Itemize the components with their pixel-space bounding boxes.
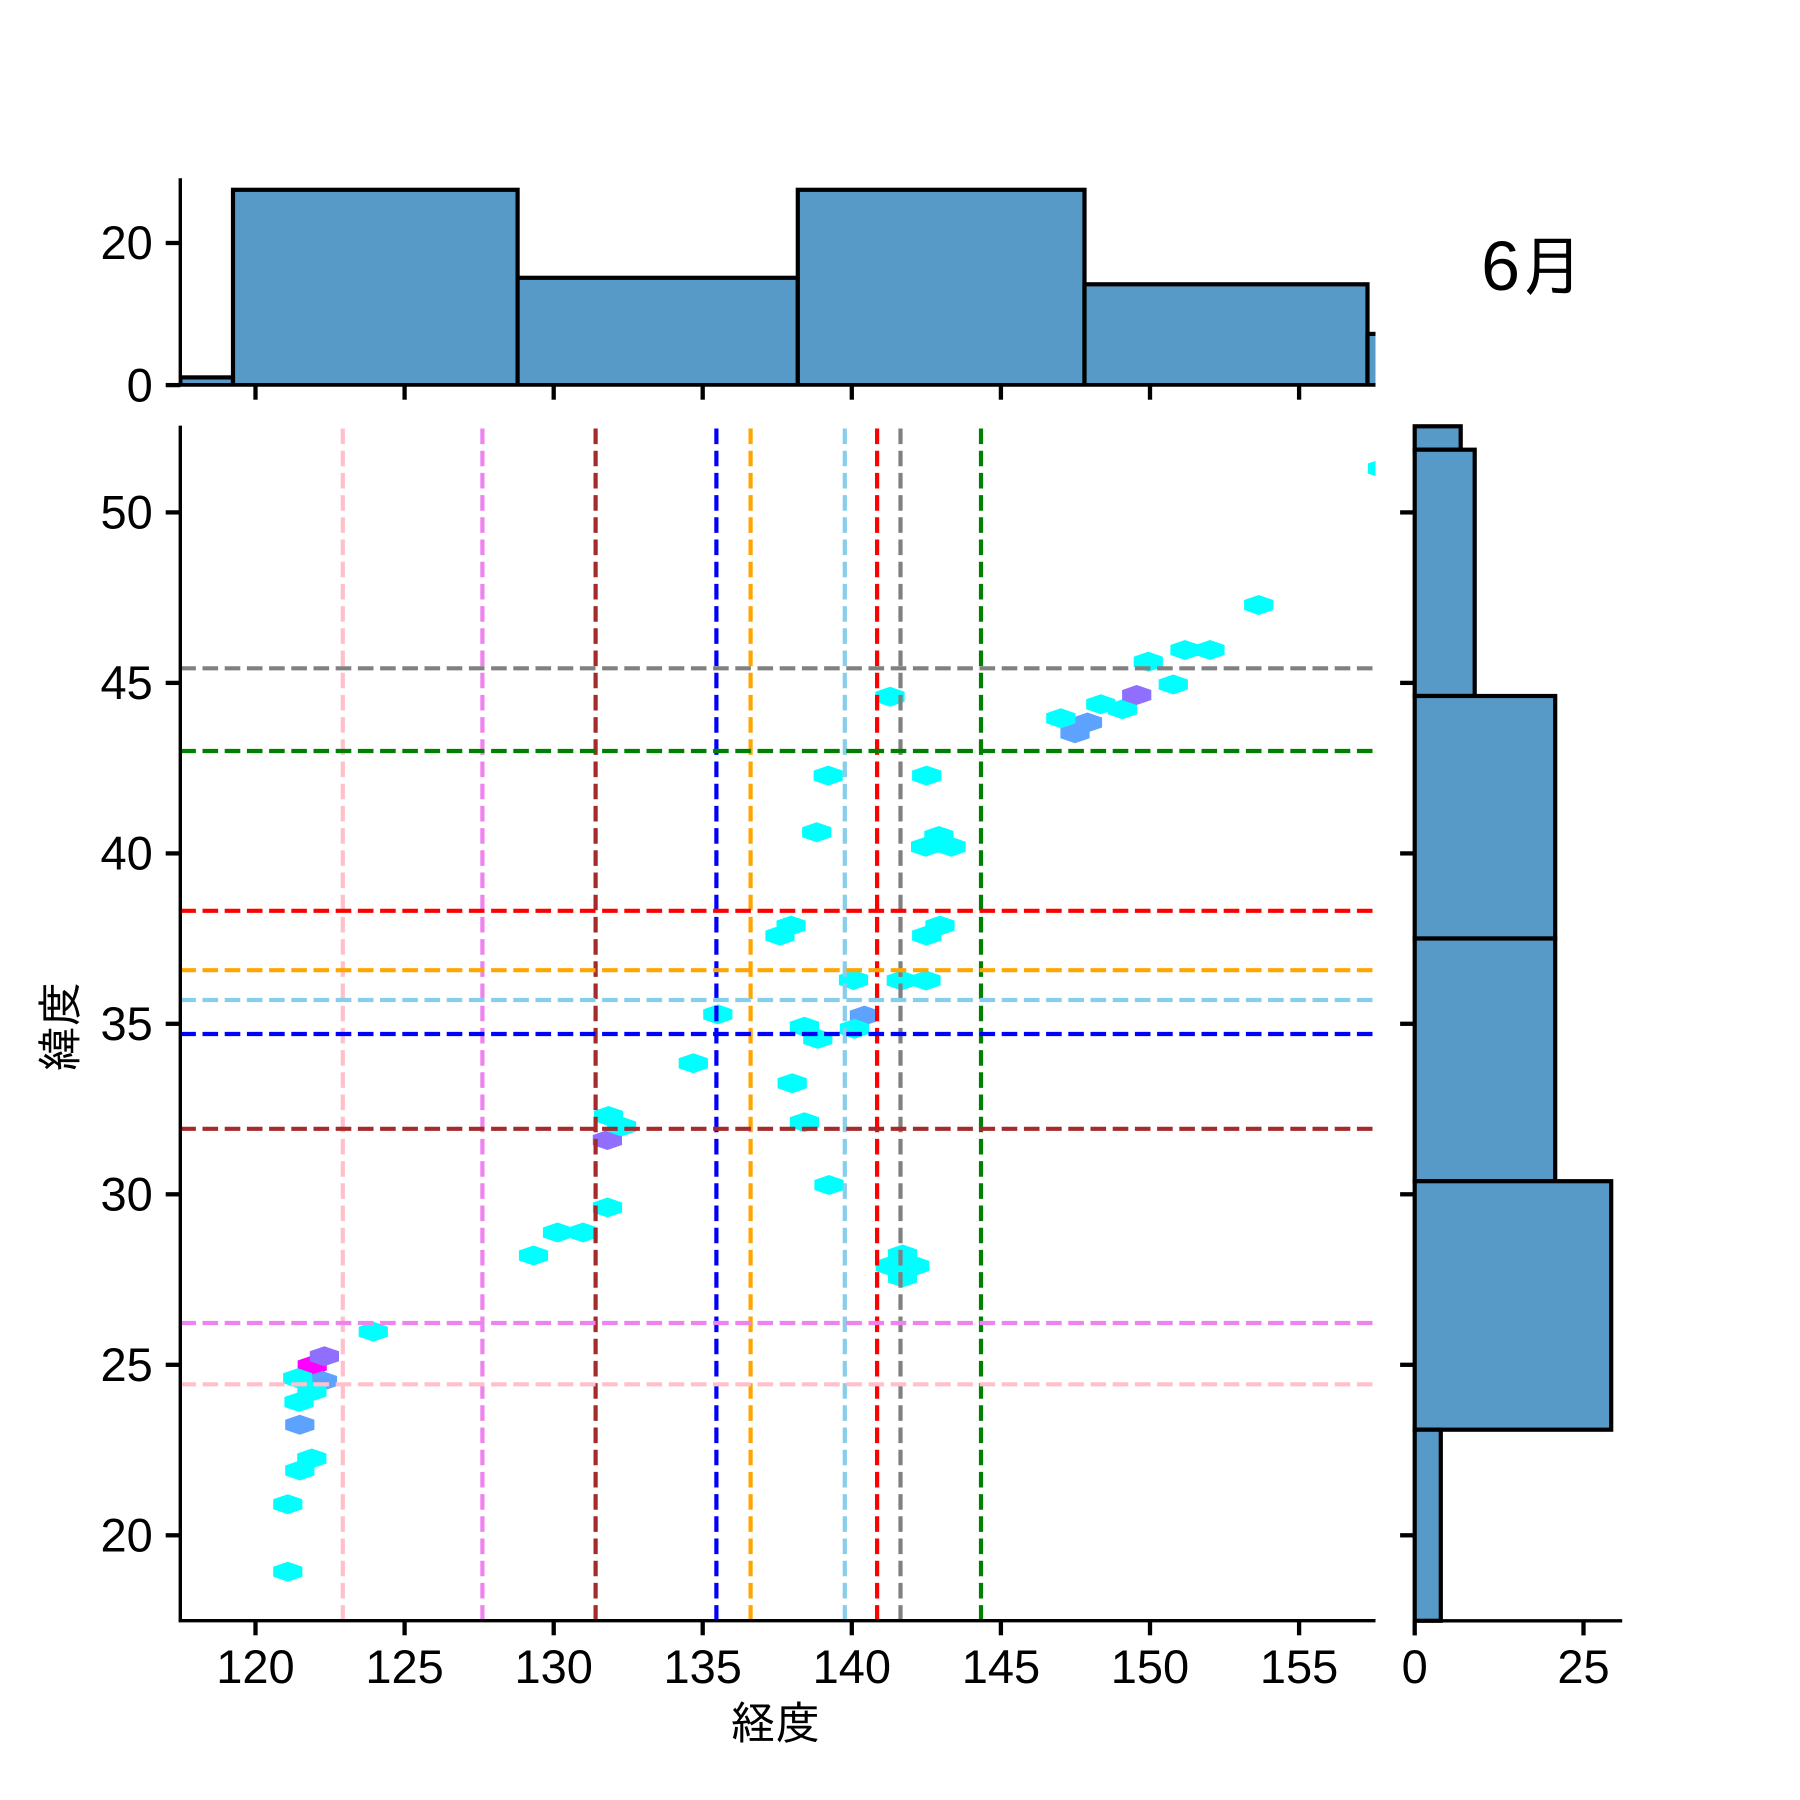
svg-text:155: 155 — [1260, 1640, 1338, 1693]
svg-text:20: 20 — [101, 216, 153, 269]
svg-text:140: 140 — [813, 1640, 891, 1693]
svg-text:35: 35 — [101, 997, 153, 1050]
svg-text:120: 120 — [216, 1640, 294, 1693]
svg-text:150: 150 — [1111, 1640, 1189, 1693]
svg-text:0: 0 — [127, 358, 153, 411]
svg-text:50: 50 — [101, 486, 153, 539]
svg-text:25: 25 — [1557, 1640, 1609, 1693]
svg-text:45: 45 — [101, 656, 153, 709]
svg-text:135: 135 — [663, 1640, 741, 1693]
svg-text:40: 40 — [101, 827, 153, 880]
svg-text:25: 25 — [101, 1338, 153, 1391]
svg-text:130: 130 — [514, 1640, 592, 1693]
svg-text:0: 0 — [1402, 1640, 1428, 1693]
svg-text:125: 125 — [365, 1640, 443, 1693]
svg-text:145: 145 — [962, 1640, 1040, 1693]
svg-text:6: 6 — [1481, 227, 1520, 305]
svg-text:20: 20 — [101, 1509, 153, 1562]
svg-text:30: 30 — [101, 1168, 153, 1221]
